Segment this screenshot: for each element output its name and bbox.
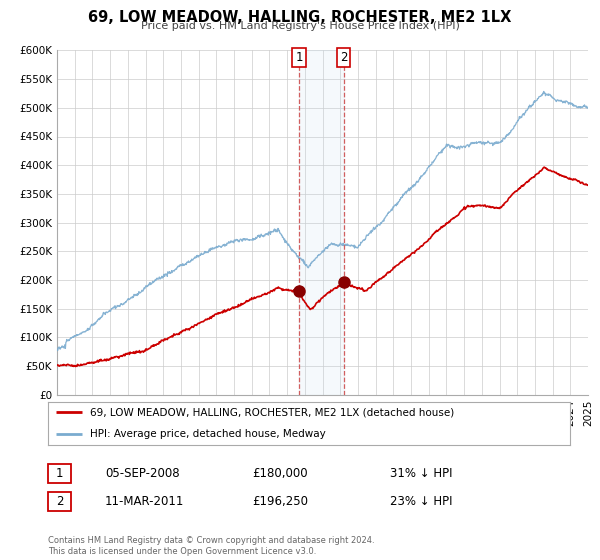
Bar	[299, 50, 344, 395]
Text: 23% ↓ HPI: 23% ↓ HPI	[390, 494, 452, 508]
Text: Price paid vs. HM Land Registry's House Price Index (HPI): Price paid vs. HM Land Registry's House …	[140, 21, 460, 31]
Text: 69, LOW MEADOW, HALLING, ROCHESTER, ME2 1LX (detached house): 69, LOW MEADOW, HALLING, ROCHESTER, ME2 …	[90, 408, 454, 417]
Text: £196,250: £196,250	[252, 494, 308, 508]
Text: 2: 2	[340, 52, 347, 64]
Text: 05-SEP-2008: 05-SEP-2008	[105, 466, 179, 480]
Text: 11-MAR-2011: 11-MAR-2011	[105, 494, 184, 508]
Text: Contains HM Land Registry data © Crown copyright and database right 2024.
This d: Contains HM Land Registry data © Crown c…	[48, 536, 374, 556]
Text: £180,000: £180,000	[252, 466, 308, 480]
Text: 69, LOW MEADOW, HALLING, ROCHESTER, ME2 1LX: 69, LOW MEADOW, HALLING, ROCHESTER, ME2 …	[88, 10, 512, 25]
Text: HPI: Average price, detached house, Medway: HPI: Average price, detached house, Medw…	[90, 430, 326, 439]
Text: 2: 2	[56, 494, 63, 508]
Text: 31% ↓ HPI: 31% ↓ HPI	[390, 466, 452, 480]
Text: 1: 1	[295, 52, 303, 64]
Text: 1: 1	[56, 466, 63, 480]
